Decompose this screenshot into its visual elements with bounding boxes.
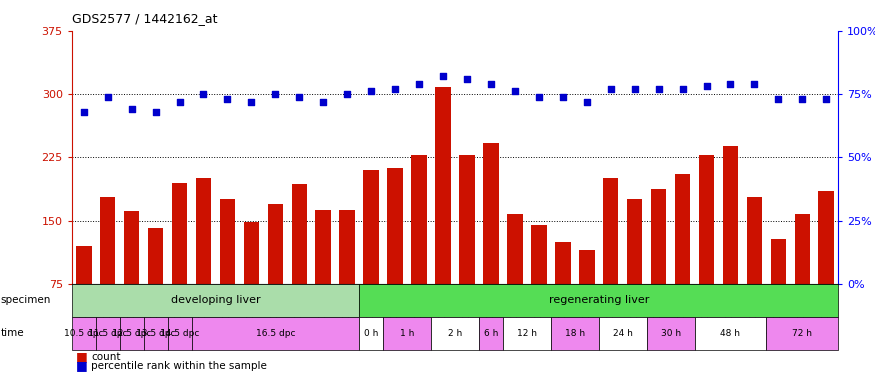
Bar: [172, 183, 187, 347]
Text: 0 h: 0 h: [364, 329, 378, 338]
Point: [316, 99, 330, 105]
Text: GDS2577 / 1442162_at: GDS2577 / 1442162_at: [72, 12, 217, 25]
Bar: [555, 242, 570, 347]
Point: [364, 88, 378, 94]
Point: [484, 81, 498, 87]
Point: [220, 96, 234, 102]
Text: 72 h: 72 h: [793, 329, 812, 338]
Bar: [818, 191, 834, 347]
Point: [292, 93, 306, 99]
Bar: [340, 210, 355, 347]
Text: 12.5 dpc: 12.5 dpc: [112, 329, 151, 338]
Bar: [746, 197, 762, 347]
Bar: [363, 170, 379, 347]
Text: 10.5 dpc: 10.5 dpc: [64, 329, 103, 338]
Text: regenerating liver: regenerating liver: [549, 295, 649, 305]
Point: [627, 86, 641, 92]
Text: ■: ■: [76, 359, 88, 372]
Bar: [124, 211, 139, 347]
Bar: [483, 143, 499, 347]
Bar: [76, 246, 92, 347]
Bar: [388, 168, 402, 347]
Bar: [675, 174, 690, 347]
Bar: [626, 200, 642, 347]
Point: [269, 91, 283, 97]
Bar: [243, 222, 259, 347]
Point: [532, 93, 546, 99]
Text: developing liver: developing liver: [171, 295, 260, 305]
Point: [699, 83, 713, 89]
Point: [172, 99, 186, 105]
Point: [388, 86, 402, 92]
Point: [772, 96, 786, 102]
Bar: [771, 239, 786, 347]
Text: 16.5 dpc: 16.5 dpc: [255, 329, 295, 338]
Bar: [699, 155, 714, 347]
Text: 30 h: 30 h: [661, 329, 681, 338]
Point: [819, 96, 833, 102]
Text: percentile rank within the sample: percentile rank within the sample: [91, 361, 267, 371]
Bar: [723, 146, 738, 347]
Text: 6 h: 6 h: [484, 329, 498, 338]
Point: [244, 99, 258, 105]
Point: [460, 76, 474, 82]
Bar: [268, 204, 284, 347]
Point: [412, 81, 426, 87]
Bar: [220, 200, 235, 347]
Point: [747, 81, 761, 87]
Bar: [411, 155, 427, 347]
Bar: [579, 250, 594, 347]
Text: count: count: [91, 351, 121, 361]
Bar: [148, 228, 164, 347]
Bar: [459, 155, 475, 347]
Bar: [531, 225, 547, 347]
Bar: [507, 214, 522, 347]
Point: [507, 88, 522, 94]
Bar: [291, 184, 307, 347]
Bar: [794, 214, 810, 347]
Bar: [100, 197, 116, 347]
Bar: [435, 87, 451, 347]
Point: [197, 91, 211, 97]
Point: [652, 86, 666, 92]
Text: 14.5 dpc: 14.5 dpc: [160, 329, 200, 338]
Text: 1 h: 1 h: [400, 329, 414, 338]
Point: [124, 106, 138, 112]
Bar: [196, 179, 211, 347]
Bar: [651, 189, 667, 347]
Point: [436, 73, 450, 79]
Point: [340, 91, 354, 97]
Bar: [603, 179, 619, 347]
Text: 12 h: 12 h: [517, 329, 537, 338]
Text: 24 h: 24 h: [612, 329, 633, 338]
Point: [724, 81, 738, 87]
Text: 18 h: 18 h: [564, 329, 584, 338]
Point: [101, 93, 115, 99]
Point: [795, 96, 809, 102]
Point: [556, 93, 570, 99]
Text: time: time: [1, 328, 24, 338]
Bar: [316, 210, 331, 347]
Point: [604, 86, 618, 92]
Point: [676, 86, 690, 92]
Point: [580, 99, 594, 105]
Text: 13.5 dpc: 13.5 dpc: [136, 329, 175, 338]
Text: ■: ■: [76, 350, 88, 363]
Text: specimen: specimen: [1, 295, 52, 305]
Point: [77, 109, 91, 115]
Text: 11.5 dpc: 11.5 dpc: [88, 329, 128, 338]
Point: [149, 109, 163, 115]
Text: 48 h: 48 h: [720, 329, 740, 338]
Text: 2 h: 2 h: [448, 329, 462, 338]
